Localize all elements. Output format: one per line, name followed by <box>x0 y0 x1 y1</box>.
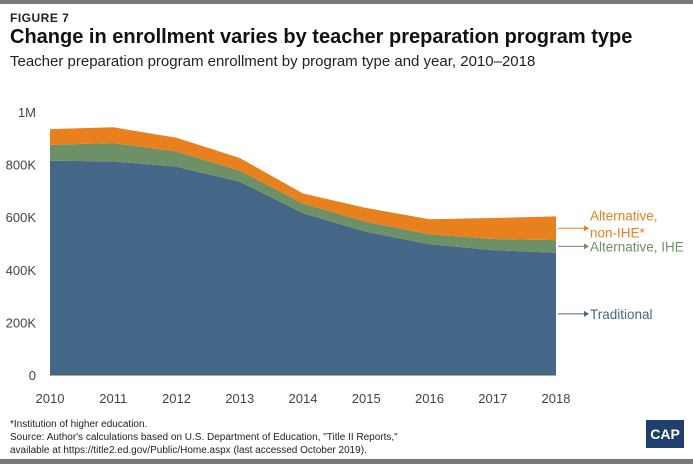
x-tick-label: 2012 <box>162 391 191 406</box>
x-tick-label: 2014 <box>289 391 318 406</box>
x-tick-label: 2016 <box>415 391 444 406</box>
x-tick-label: 2015 <box>352 391 381 406</box>
legend-label: Traditional <box>590 307 653 322</box>
y-tick-label: 800K <box>6 158 37 173</box>
legend-pointer-arrowhead <box>584 243 589 250</box>
bottom-rule <box>0 459 693 464</box>
y-tick-label: 1M <box>18 105 36 120</box>
x-tick-label: 2017 <box>478 391 507 406</box>
x-tick-label: 2010 <box>36 391 65 406</box>
figure-label: FIGURE 7 <box>10 11 70 25</box>
cap-logo: CAP <box>646 420 684 448</box>
chart-title: Change in enrollment varies by teacher p… <box>10 26 633 48</box>
footnote-ihe: *Institution of higher education. <box>10 419 148 430</box>
legend-pointer-arrowhead <box>584 225 589 232</box>
y-tick-label: 600K <box>6 210 37 225</box>
y-tick-label: 200K <box>6 315 37 330</box>
x-tick-label: 2018 <box>542 391 571 406</box>
chart-subtitle: Teacher preparation program enrollment b… <box>10 53 536 70</box>
area-alternative-ihe <box>50 143 556 253</box>
legend-pointer-arrowhead <box>584 310 589 317</box>
x-tick-label: 2013 <box>225 391 254 406</box>
legend-label: Alternative, IHE <box>590 239 684 254</box>
x-tick-label: 2011 <box>99 391 127 406</box>
footnotes: *Institution of higher education. Source… <box>10 418 398 457</box>
source-line-2: available at https://title2.ed.gov/Publi… <box>10 445 367 456</box>
source-line-1: Source: Author's calculations based on U… <box>10 432 398 443</box>
top-rule <box>0 0 693 4</box>
y-tick-label: 400K <box>6 263 37 278</box>
legend-label: non-IHE* <box>590 226 646 241</box>
legend-label: Alternative, <box>590 209 658 224</box>
y-tick-label: 0 <box>29 368 36 383</box>
area-traditional <box>50 160 556 375</box>
area-alternative-non-ihe <box>50 127 556 241</box>
